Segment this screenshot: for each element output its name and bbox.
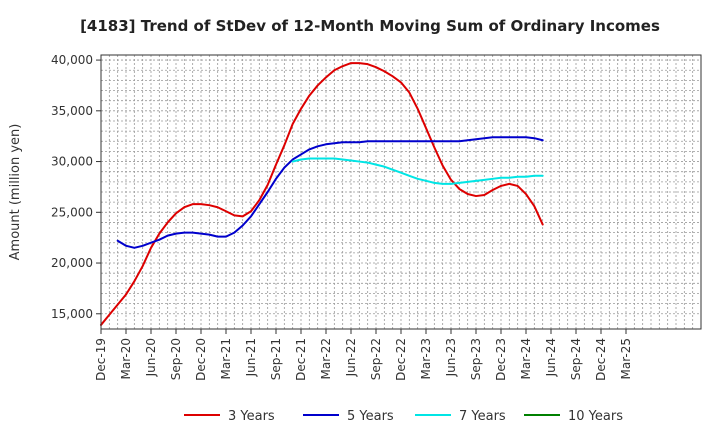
x-tick-label: Mar-22 bbox=[319, 338, 333, 379]
series-line-5-years bbox=[116, 136, 544, 249]
legend-label: 5 Years bbox=[347, 409, 394, 424]
legend-label: 3 Years bbox=[228, 409, 275, 424]
x-tick-label: Dec-23 bbox=[494, 338, 508, 381]
x-tick-label: Mar-25 bbox=[619, 338, 633, 379]
x-tick-label: Sep-20 bbox=[169, 338, 183, 380]
x-tick-label: Jun-23 bbox=[444, 338, 458, 377]
x-tick-label: Sep-23 bbox=[469, 338, 483, 380]
x-tick-label: Dec-21 bbox=[294, 338, 308, 381]
legend: 3 Years 5 Years 7 Years 10 Years bbox=[184, 409, 623, 424]
x-tick-label: Jun-20 bbox=[144, 338, 158, 377]
x-tick-label: Dec-22 bbox=[394, 338, 408, 381]
chart-title: [4183] Trend of StDev of 12-Month Moving… bbox=[80, 17, 660, 35]
x-tick-label: Jun-21 bbox=[244, 338, 258, 377]
x-tick-label: Sep-22 bbox=[369, 338, 383, 380]
x-tick-label: Mar-20 bbox=[119, 338, 133, 379]
y-tick-label: 30,000 bbox=[51, 155, 93, 169]
grid bbox=[101, 55, 701, 329]
x-tick-label: Sep-24 bbox=[569, 338, 583, 380]
series-layer bbox=[100, 62, 544, 326]
x-tick-label: Dec-20 bbox=[194, 338, 208, 381]
x-tick-label: Jun-22 bbox=[344, 338, 358, 377]
y-tick-label: 35,000 bbox=[51, 104, 93, 118]
y-tick-label: 25,000 bbox=[51, 205, 93, 219]
legend-label: 10 Years bbox=[568, 409, 623, 424]
x-tick-label: Sep-21 bbox=[269, 338, 283, 380]
x-tick-label: Dec-24 bbox=[594, 338, 608, 381]
legend-label: 7 Years bbox=[459, 409, 506, 424]
y-tick-label: 15,000 bbox=[51, 307, 93, 321]
y-axis: 15,000 20,000 25,000 30,000 35,000 40,000 bbox=[51, 53, 101, 321]
x-tick-label: Dec-19 bbox=[94, 338, 108, 381]
x-tick-label: Mar-24 bbox=[519, 338, 533, 379]
series-line-3-years bbox=[100, 62, 544, 326]
x-tick-label: Jun-24 bbox=[544, 338, 558, 377]
x-tick-label: Mar-23 bbox=[419, 338, 433, 379]
series-line-7-years bbox=[291, 157, 544, 185]
y-tick-label: 40,000 bbox=[51, 53, 93, 67]
x-tick-label: Mar-21 bbox=[219, 338, 233, 379]
y-tick-label: 20,000 bbox=[51, 256, 93, 270]
y-axis-label: Amount (million yen) bbox=[8, 124, 23, 261]
x-axis: Dec-19 Mar-20 Jun-20 Sep-20 Dec-20 Mar-21 Jun-… bbox=[94, 329, 633, 381]
